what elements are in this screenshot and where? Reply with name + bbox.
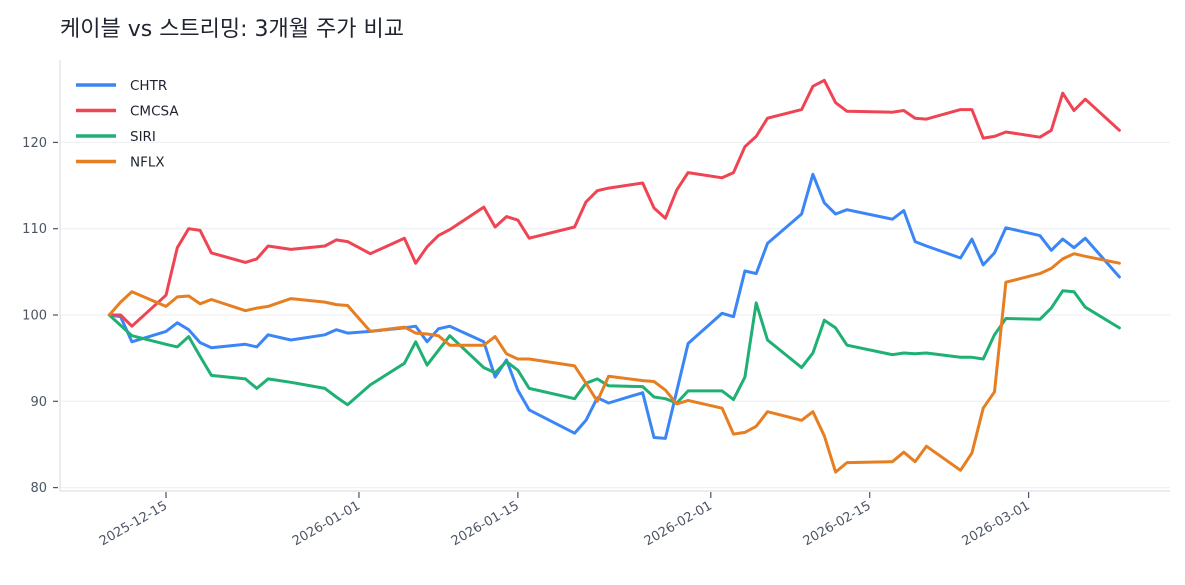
series-line-cmcsa	[107, 78, 1121, 328]
x-tick-label: 2026-03-01	[960, 498, 1033, 549]
legend-item-siri: SIRI	[76, 129, 156, 145]
y-tick-label: 90	[30, 395, 47, 410]
y-axis: 80 90 100 110 120	[22, 136, 58, 496]
legend-label: SIRI	[130, 129, 156, 145]
y-tick-label: 100	[22, 309, 47, 324]
gridlines	[60, 141, 1170, 489]
legend-label: NFLX	[130, 155, 165, 171]
series-line-chtr	[107, 172, 1121, 440]
series-line-siri	[107, 289, 1121, 407]
legend-label: CHTR	[130, 78, 167, 94]
x-tick-label: 2026-02-15	[801, 498, 874, 549]
legend: CHTR CMCSA SIRI NFLX	[76, 78, 179, 171]
x-tick-label: 2026-01-01	[290, 498, 363, 549]
x-tick-label: 2025-12-15	[97, 498, 170, 549]
y-tick-label: 110	[22, 222, 47, 237]
x-tick-label: 2026-02-01	[642, 498, 715, 549]
series-lines	[107, 78, 1121, 474]
legend-item-nflx: NFLX	[76, 155, 165, 171]
legend-item-cmcsa: CMCSA	[76, 104, 179, 120]
y-tick-label: 80	[30, 481, 47, 496]
legend-item-chtr: CHTR	[76, 78, 167, 94]
y-tick-label: 120	[22, 136, 47, 151]
x-tick-label: 2026-01-15	[449, 498, 522, 549]
legend-label: CMCSA	[130, 104, 179, 120]
chart-title: 케이블 vs 스트리밍: 3개월 주가 비교	[60, 17, 404, 42]
x-axis: 2025-12-15 2026-01-01 2026-01-15 2026-02-01…	[97, 492, 1033, 549]
series-line-nflx	[107, 252, 1121, 474]
